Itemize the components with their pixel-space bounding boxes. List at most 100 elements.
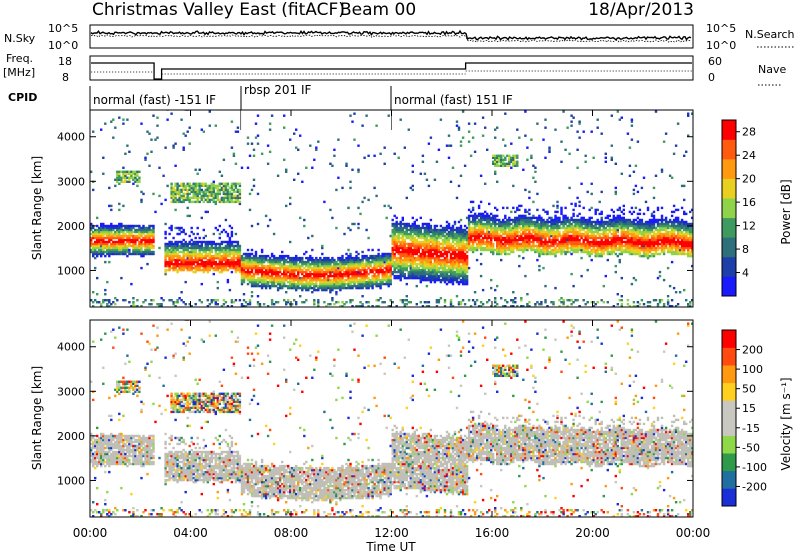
power-cell xyxy=(498,238,501,242)
power-cell xyxy=(289,270,292,274)
power-cell xyxy=(506,240,509,244)
power-cell xyxy=(96,250,99,254)
power-cell xyxy=(178,188,181,192)
power-cell xyxy=(206,299,209,302)
power-cell xyxy=(465,270,469,274)
power-cell xyxy=(403,268,406,272)
power-cell xyxy=(299,282,302,286)
power-cell xyxy=(431,274,435,278)
power-cell xyxy=(399,232,402,236)
power-cell xyxy=(104,250,107,254)
power-cell xyxy=(321,246,324,250)
power-cell xyxy=(538,226,541,230)
power-cell xyxy=(351,305,354,307)
power-cell xyxy=(522,242,525,246)
power-cell xyxy=(419,270,422,274)
power-cell xyxy=(244,262,248,266)
power-cell xyxy=(198,190,201,194)
power-cell xyxy=(196,172,199,175)
power-cell xyxy=(186,198,189,202)
power-cell xyxy=(484,226,487,230)
power-cell xyxy=(514,238,517,242)
power-cell xyxy=(254,272,258,276)
power-cell xyxy=(475,232,479,236)
power-cell xyxy=(439,297,443,300)
power-cell xyxy=(248,258,252,262)
power-cell xyxy=(208,266,211,270)
power-cell xyxy=(244,252,248,256)
power-heatmap xyxy=(90,110,693,307)
power-cell xyxy=(437,244,441,248)
power-cell xyxy=(461,254,465,258)
power-cell xyxy=(254,268,258,272)
power-cell xyxy=(140,230,143,234)
power-cell xyxy=(192,254,195,258)
power-cell xyxy=(186,256,189,260)
power-cell xyxy=(417,234,420,238)
power-cell xyxy=(301,278,304,282)
power-cell xyxy=(323,282,326,286)
power-cell xyxy=(281,250,284,254)
power-cell xyxy=(498,234,501,238)
power-cell xyxy=(508,156,511,159)
power-cell xyxy=(218,270,221,274)
power-cell xyxy=(425,232,429,236)
power-cell xyxy=(548,240,551,244)
power-cell xyxy=(455,234,459,238)
power-cell xyxy=(383,252,386,256)
power-cell xyxy=(116,178,119,181)
power-cell xyxy=(401,248,404,252)
power-cell xyxy=(415,246,418,250)
power-cell xyxy=(467,226,471,230)
power-cell xyxy=(166,184,169,188)
power-cell xyxy=(443,264,447,268)
power-cell xyxy=(291,268,294,272)
power-cell xyxy=(228,194,232,198)
power-cell xyxy=(381,274,384,278)
power-cell xyxy=(335,301,338,304)
power-cell xyxy=(299,134,302,137)
power-cell xyxy=(224,266,228,270)
power-cell xyxy=(443,252,447,256)
power-cell xyxy=(403,305,406,307)
power-cell xyxy=(441,230,445,234)
power-cell xyxy=(510,166,513,169)
power-cell xyxy=(134,248,137,252)
power-cell xyxy=(435,160,439,163)
power-cell xyxy=(401,242,404,246)
power-cell xyxy=(106,248,109,252)
power-cell xyxy=(182,246,185,250)
power-cell xyxy=(391,256,394,260)
power-cell xyxy=(192,240,195,244)
power-cell xyxy=(264,284,268,288)
power-cell xyxy=(407,276,410,280)
power-cell xyxy=(182,186,185,190)
power-cell xyxy=(471,299,475,302)
power-cell xyxy=(361,258,364,262)
power-cell xyxy=(150,303,153,306)
power-cell xyxy=(516,206,519,210)
power-cell xyxy=(526,222,529,226)
power-cell xyxy=(188,186,191,190)
power-cell xyxy=(510,234,513,238)
power-cell xyxy=(319,276,322,280)
power-cell xyxy=(190,200,193,204)
power-cell xyxy=(112,244,115,248)
power-cell xyxy=(373,280,376,284)
power-cell xyxy=(311,272,314,276)
power-cell xyxy=(124,170,127,173)
power-cell xyxy=(419,260,422,264)
power-cell xyxy=(202,250,205,254)
power-cell xyxy=(122,118,125,121)
power-cell xyxy=(216,268,219,272)
power-cell xyxy=(170,244,173,248)
power-cell xyxy=(419,244,422,248)
power-cell xyxy=(134,228,137,232)
power-cell xyxy=(188,250,191,254)
power-cell xyxy=(216,280,219,284)
power-cell xyxy=(248,260,252,264)
power-cell xyxy=(363,280,366,284)
power-cell xyxy=(222,262,226,266)
power-cell xyxy=(500,242,503,246)
power-cell xyxy=(319,258,322,262)
